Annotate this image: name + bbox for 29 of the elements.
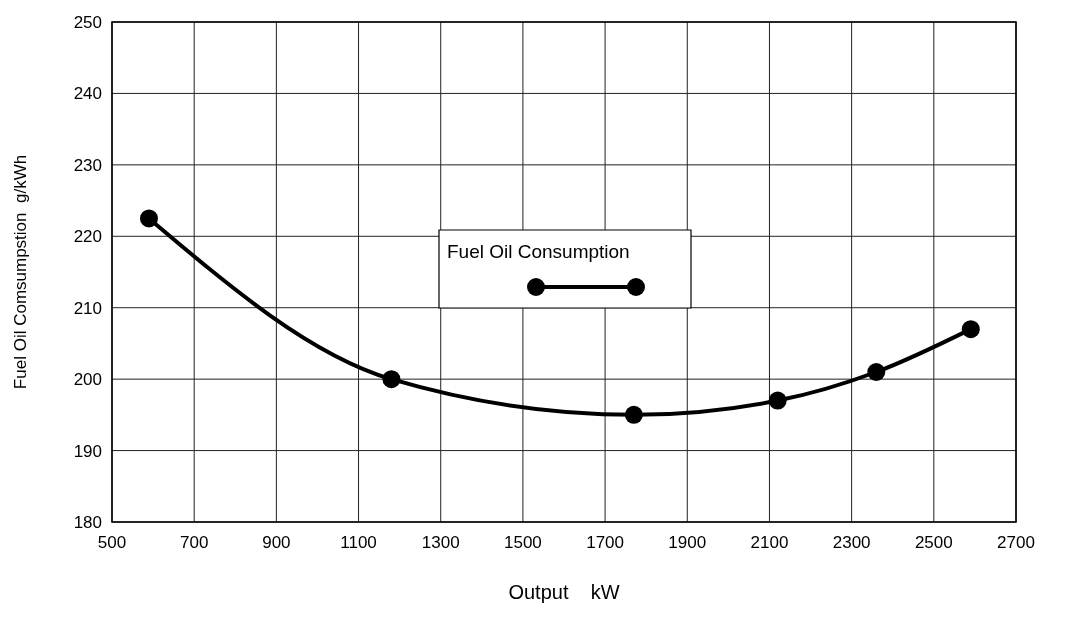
y-tick-label: 220 (73, 227, 102, 247)
x-tick-label: 2300 (832, 533, 871, 552)
y-tick-label: 250 (73, 13, 102, 32)
x-tick-label: 500 (97, 533, 127, 552)
y-tick-label: 200 (73, 370, 102, 390)
x-tick-label: 1700 (586, 533, 624, 552)
x-tick-label: 1500 (504, 533, 542, 552)
y-tick-label: 190 (73, 441, 102, 461)
y-tick-label: 180 (73, 513, 102, 532)
x-tick-label: 1100 (340, 533, 377, 552)
y-tick-label: 230 (73, 155, 102, 175)
point (139, 209, 158, 228)
x-tick-label: 2100 (750, 533, 789, 552)
y-tick-label: 210 (73, 298, 102, 318)
x-axis-title: Output kW (508, 581, 620, 603)
point (768, 391, 787, 410)
text: Fuel Oil Consumption (447, 241, 630, 262)
y-axis-title: Fuel Oil Comsumpstion g/kWh (11, 154, 30, 390)
point (867, 363, 886, 381)
x-tick-label: 2700 (997, 533, 1035, 552)
point (961, 320, 980, 339)
x-tick-label: 2500 (914, 533, 953, 552)
x-tick-label: 700 (179, 533, 209, 552)
y-tick-label: 240 (73, 84, 102, 104)
point (624, 405, 643, 424)
x-tick-label: 900 (262, 533, 291, 552)
x-tick-label: 1900 (668, 533, 707, 552)
x-tick-label: 1300 (421, 533, 460, 552)
point (382, 370, 401, 389)
